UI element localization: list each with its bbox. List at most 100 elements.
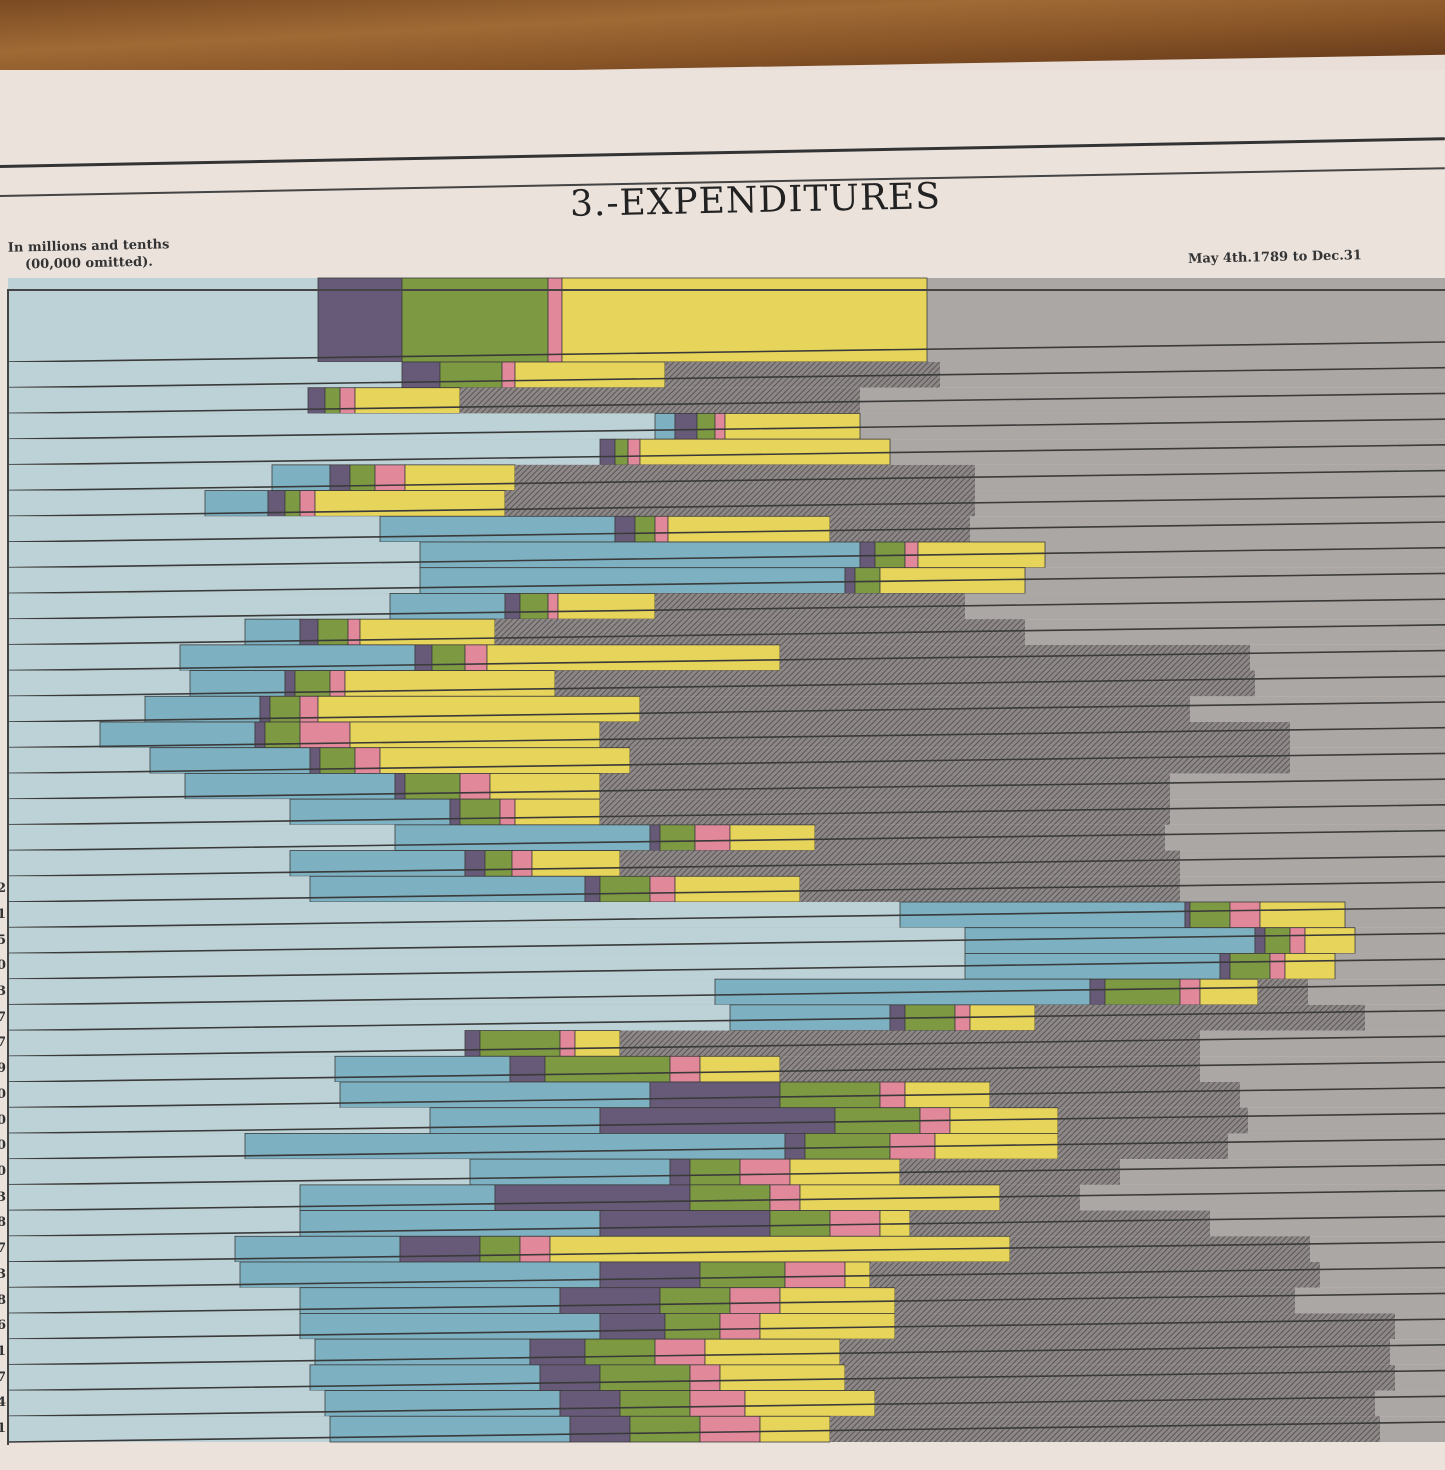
row-rule: [7, 906, 1445, 929]
row-rule: [7, 1061, 1445, 1083]
row-26: [7, 1004, 1445, 1032]
row-1: [7, 361, 1445, 389]
row-rule: [7, 1112, 1445, 1135]
purple-segment: [464, 850, 486, 877]
green-segment: [479, 1030, 561, 1057]
row-label: .0: [0, 1112, 6, 1128]
purple-segment: [674, 413, 698, 440]
blue-segment: [654, 413, 676, 440]
blue-segment: [389, 593, 506, 620]
row-rule: [7, 932, 1445, 955]
purple-segment: [599, 1261, 701, 1289]
row-7: [7, 515, 1445, 543]
background-segment: [8, 773, 185, 800]
row-label: 3: [0, 984, 6, 999]
green-segment: [769, 1210, 831, 1237]
row-38: [7, 1313, 1445, 1340]
hatched-gray-segment: [780, 644, 1250, 671]
background-segment: [8, 1030, 465, 1057]
yellow-segment: [489, 773, 601, 800]
background-segment: [8, 619, 245, 645]
pink-segment: [559, 1030, 576, 1057]
blue-segment: [329, 1415, 571, 1443]
purple-segment: [1219, 953, 1231, 980]
row-rule: [7, 984, 1445, 1006]
purple-segment: [399, 1235, 481, 1263]
row-29: [7, 1081, 1445, 1109]
row-rule: [7, 572, 1445, 595]
background-segment: [8, 850, 290, 877]
purple-segment: [599, 1107, 836, 1134]
yellow-segment: [514, 798, 601, 826]
row-11: [7, 618, 1445, 646]
yellow-segment: [344, 670, 556, 697]
row-34: [7, 1210, 1445, 1238]
row-label: 5.4: [0, 1395, 6, 1411]
blue-segment: [144, 695, 261, 723]
row-31: [7, 1133, 1445, 1160]
pink-segment: [784, 1261, 846, 1289]
pink-segment: [699, 1415, 761, 1443]
green-segment: [479, 1235, 521, 1263]
row-rule: [7, 418, 1445, 440]
pink-segment: [739, 1158, 791, 1186]
row-rule: [7, 1215, 1445, 1238]
yellow-segment: [1304, 927, 1356, 954]
hatched-gray-segment: [1258, 979, 1308, 1005]
row-label: .0: [0, 1138, 6, 1154]
row-17: [7, 773, 1445, 800]
background-segment: [8, 644, 180, 671]
chart-frame: [7, 289, 1445, 1445]
unit-note-line: (00,000 omitted).: [24, 254, 154, 273]
row-19: [7, 824, 1445, 852]
green-segment: [404, 773, 461, 800]
purple-segment: [669, 1158, 691, 1186]
yellow-segment: [359, 618, 496, 646]
purple-segment: [599, 1210, 771, 1237]
row-rule: [7, 726, 1445, 749]
row-0: [7, 277, 1445, 363]
pink-segment: [714, 413, 726, 440]
pink-segment: [1289, 927, 1306, 954]
yellow-segment: [667, 515, 831, 543]
green-segment: [634, 515, 656, 543]
row-rule: [7, 1344, 1445, 1366]
pink-segment: [689, 1364, 721, 1391]
row-36: [7, 1261, 1445, 1289]
row-25: [7, 978, 1445, 1006]
purple-segment: [504, 593, 521, 620]
background-segment: [8, 567, 420, 594]
row-label: 8.6: [0, 1318, 6, 1334]
row-label: 0: [0, 1086, 6, 1102]
row-12: [7, 644, 1445, 672]
purple-segment: [394, 773, 406, 800]
pink-segment: [627, 438, 641, 466]
row-rule: [7, 469, 1445, 492]
row-33: [7, 1184, 1445, 1212]
pink-segment: [547, 593, 559, 620]
pink-segment: [464, 644, 488, 671]
row-30: [7, 1107, 1445, 1135]
hatched-gray-segment: [815, 824, 1165, 851]
background-segment: [8, 1210, 300, 1237]
purple-segment: [569, 1415, 631, 1443]
row-label: 1: [0, 906, 6, 922]
row-39: [7, 1338, 1445, 1366]
background-segment: [8, 1313, 300, 1340]
yellow-segment: [699, 1055, 781, 1083]
pink-segment: [374, 464, 406, 491]
yellow-segment: [317, 695, 641, 723]
row-label: 6.3: [0, 1266, 6, 1282]
row-rule: [7, 1241, 1445, 1263]
yellow-segment: [531, 850, 621, 877]
green-segment: [439, 361, 503, 389]
green-segment: [689, 1158, 741, 1186]
row-rule: [7, 649, 1445, 672]
row-rule: [7, 1138, 1445, 1160]
row-rule: [7, 341, 1445, 363]
row-16: [7, 747, 1445, 775]
pink-segment: [511, 850, 533, 877]
row-rule: [7, 752, 1445, 775]
row-18: [7, 798, 1445, 826]
row-6: [7, 490, 1445, 518]
